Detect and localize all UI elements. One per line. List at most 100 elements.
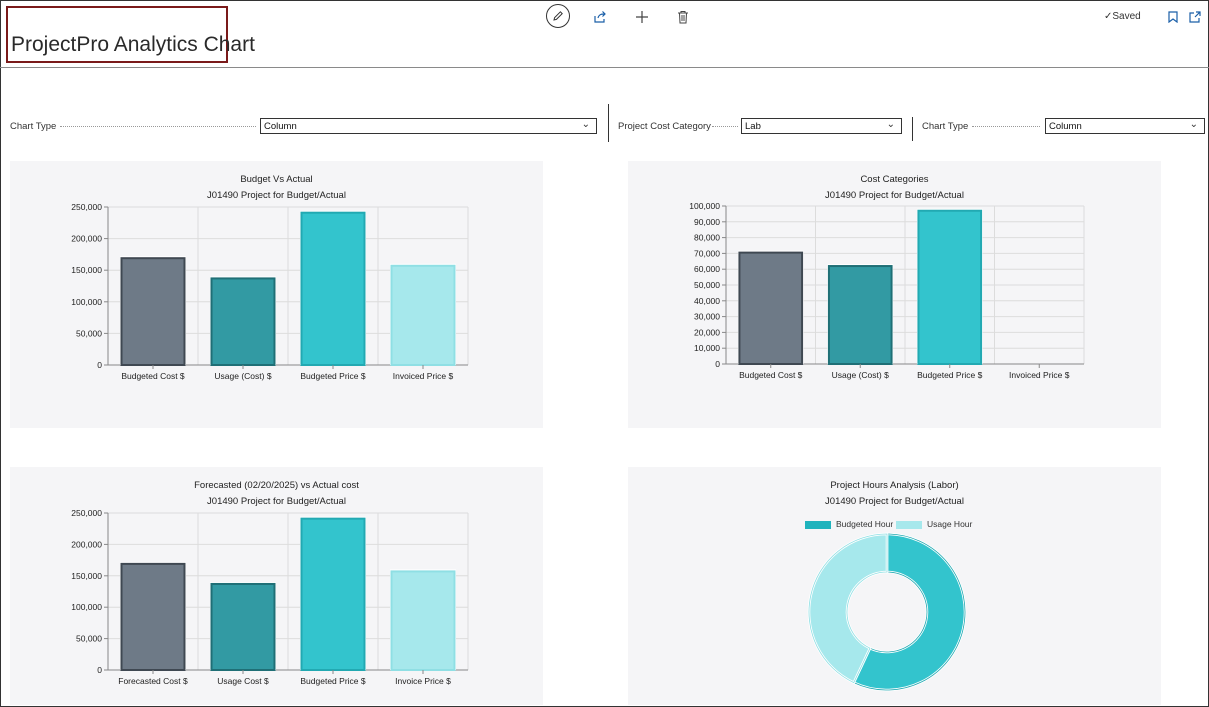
legend-swatch xyxy=(805,520,831,529)
y-tick-label: 0 xyxy=(715,359,720,369)
filter-separator xyxy=(912,117,913,141)
chart-subtitle: J01490 Project for Budget/Actual xyxy=(825,190,964,201)
leader-dots xyxy=(712,126,738,127)
x-tick-label: Usage Cost $ xyxy=(217,676,269,686)
header-divider xyxy=(0,67,1209,68)
x-tick-label: Usage (Cost) $ xyxy=(832,370,889,380)
x-tick-label: Budgeted Price $ xyxy=(300,676,365,686)
bar xyxy=(300,517,366,672)
legend-label: Budgeted Hour xyxy=(836,519,894,529)
cost-category-select[interactable]: Lab ⌄ xyxy=(741,118,902,134)
chart-title: Forecasted (02/20/2025) vs Actual cost xyxy=(194,480,359,491)
y-tick-label: 0 xyxy=(97,360,102,370)
chart-title: Project Hours Analysis (Labor) xyxy=(830,480,959,491)
legend-swatch xyxy=(896,520,922,529)
x-tick-label: Invoiced Price $ xyxy=(393,371,454,381)
bar xyxy=(120,257,186,366)
y-tick-label: 250,000 xyxy=(71,202,102,212)
x-tick-label: Budgeted Cost $ xyxy=(121,371,185,381)
chart-type-2-select[interactable]: Column ⌄ xyxy=(1045,118,1205,134)
check-icon: ✓ xyxy=(1104,11,1113,22)
y-tick-label: 60,000 xyxy=(694,264,720,274)
chevron-down-icon: ⌄ xyxy=(581,119,590,130)
add-button[interactable] xyxy=(633,8,651,26)
chart-panel-forecast-vs-actual: Forecasted (02/20/2025) vs Actual cost J… xyxy=(10,467,543,705)
bar xyxy=(827,265,893,365)
cost-category-value: Lab xyxy=(745,121,761,132)
leader-dots xyxy=(60,126,256,127)
chart-panel-project-hours: Project Hours Analysis (Labor) J01490 Pr… xyxy=(628,467,1161,705)
chart-panel-cost-categories: Cost Categories J01490 Project for Budge… xyxy=(628,161,1161,428)
bookmark-button[interactable] xyxy=(1164,8,1182,26)
chart-title: Cost Categories xyxy=(860,174,929,185)
y-tick-label: 100,000 xyxy=(689,201,720,211)
x-tick-label: Budgeted Price $ xyxy=(300,371,365,381)
y-tick-label: 100,000 xyxy=(71,297,102,307)
chart-panel-budget-vs-actual: Budget Vs Actual J01490 Project for Budg… xyxy=(10,161,543,428)
x-tick-label: Budgeted Price $ xyxy=(917,370,982,380)
edit-button[interactable] xyxy=(546,4,570,28)
y-tick-label: 200,000 xyxy=(71,234,102,244)
y-tick-label: 250,000 xyxy=(71,508,102,518)
open-in-new-button[interactable] xyxy=(1186,8,1204,26)
delete-button[interactable] xyxy=(674,8,692,26)
chart-type-2-label: Chart Type xyxy=(922,121,969,132)
legend-item-usage: Usage Hour xyxy=(896,519,972,529)
y-tick-label: 200,000 xyxy=(71,539,102,549)
y-tick-label: 30,000 xyxy=(694,312,720,322)
y-tick-label: 150,000 xyxy=(71,265,102,275)
donut-slice-outline xyxy=(808,533,888,684)
edit-icon xyxy=(553,11,563,21)
chevron-down-icon: ⌄ xyxy=(886,119,895,130)
bar xyxy=(300,211,366,366)
donut-slice-outline xyxy=(853,533,966,691)
bar-chart-svg: 0 10,000 20,000 30,000 40,000 50,000 60,000 70,… xyxy=(689,201,1085,380)
chart-subtitle: J01490 Project for Budget/Actual xyxy=(825,496,964,507)
saved-label: Saved xyxy=(1112,11,1141,22)
leader-dots xyxy=(972,126,1040,127)
bar-chart-svg: 0 50,000 100,000 150,000 200,000 250,000 Forec… xyxy=(71,508,469,686)
filter-separator xyxy=(608,104,609,142)
page-title: ProjectPro Analytics Chart xyxy=(11,33,255,56)
bar xyxy=(120,562,186,671)
chart-type-1-label: Chart Type xyxy=(10,121,57,132)
bar xyxy=(917,209,983,365)
donut-chart-svg xyxy=(807,532,967,692)
bar-chart-svg: 0 50,000 100,000 150,000 200,000 250,000 Budge… xyxy=(71,202,469,381)
x-tick-label: Forecasted Cost $ xyxy=(118,676,188,686)
page-title-box: ProjectPro Analytics Chart xyxy=(6,6,255,63)
x-tick-label: Invoice Price $ xyxy=(395,676,451,686)
delete-icon xyxy=(678,11,688,24)
y-tick-label: 50,000 xyxy=(76,634,102,644)
bookmark-icon xyxy=(1168,11,1178,23)
share-button[interactable] xyxy=(591,8,609,26)
x-tick-label: Invoiced Price $ xyxy=(1009,370,1070,380)
y-tick-label: 90,000 xyxy=(694,217,720,227)
chart-type-1-select[interactable]: Column ⌄ xyxy=(260,118,597,134)
legend-item-budgeted: Budgeted Hour xyxy=(805,519,893,529)
open-in-new-icon xyxy=(1189,11,1201,23)
y-tick-label: 20,000 xyxy=(694,327,720,337)
bar xyxy=(210,277,276,366)
add-icon xyxy=(636,11,648,23)
bar xyxy=(738,251,804,365)
cost-category-label: Project Cost Category xyxy=(618,121,711,132)
y-tick-label: 50,000 xyxy=(694,280,720,290)
x-tick-label: Usage (Cost) $ xyxy=(214,371,271,381)
chart-type-2-value: Column xyxy=(1049,121,1082,132)
bar xyxy=(390,264,456,366)
chart-title: Budget Vs Actual xyxy=(240,174,313,185)
y-tick-label: 10,000 xyxy=(694,343,720,353)
share-icon xyxy=(594,11,606,23)
y-tick-label: 40,000 xyxy=(694,296,720,306)
y-tick-label: 50,000 xyxy=(76,328,102,338)
x-tick-label: Budgeted Cost $ xyxy=(739,370,803,380)
y-tick-label: 0 xyxy=(97,665,102,675)
y-tick-label: 80,000 xyxy=(694,233,720,243)
bar xyxy=(390,570,456,671)
legend-label: Usage Hour xyxy=(927,519,973,529)
chart-subtitle: J01490 Project for Budget/Actual xyxy=(207,496,346,507)
y-tick-label: 150,000 xyxy=(71,571,102,581)
y-tick-label: 70,000 xyxy=(694,248,720,258)
y-tick-label: 100,000 xyxy=(71,602,102,612)
